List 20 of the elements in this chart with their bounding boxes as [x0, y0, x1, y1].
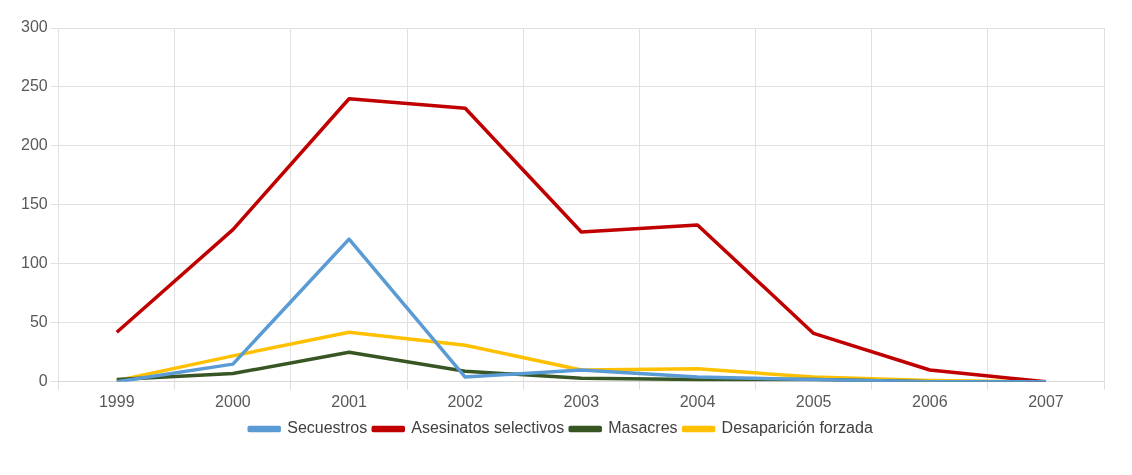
legend-label: Desaparición forzada	[721, 419, 873, 437]
x-tick-label: 2004	[679, 392, 716, 410]
y-tick-label: 150	[20, 195, 48, 213]
x-tick-label: 2000	[215, 392, 251, 410]
x-tick-label: 2007	[1028, 392, 1064, 410]
x-tick-label: 2005	[795, 392, 832, 410]
y-tick-label: 200	[20, 136, 48, 154]
y-tick-label: 0	[38, 372, 48, 390]
legend-label: Secuestros	[287, 419, 368, 437]
legend-label: Masacres	[608, 419, 678, 437]
y-tick-label: 100	[20, 254, 48, 272]
x-tick-label: 2001	[331, 392, 367, 410]
y-tick-label: 50	[29, 313, 48, 331]
legend-label: Asesinatos selectivos	[411, 419, 565, 437]
y-tick-label: 300	[20, 18, 48, 36]
y-tick-label: 250	[20, 77, 48, 95]
x-tick-label: 2006	[911, 392, 948, 410]
x-tick-label: 2003	[563, 392, 600, 410]
x-tick-label: 1999	[98, 392, 135, 410]
x-tick-label: 2002	[447, 392, 484, 410]
